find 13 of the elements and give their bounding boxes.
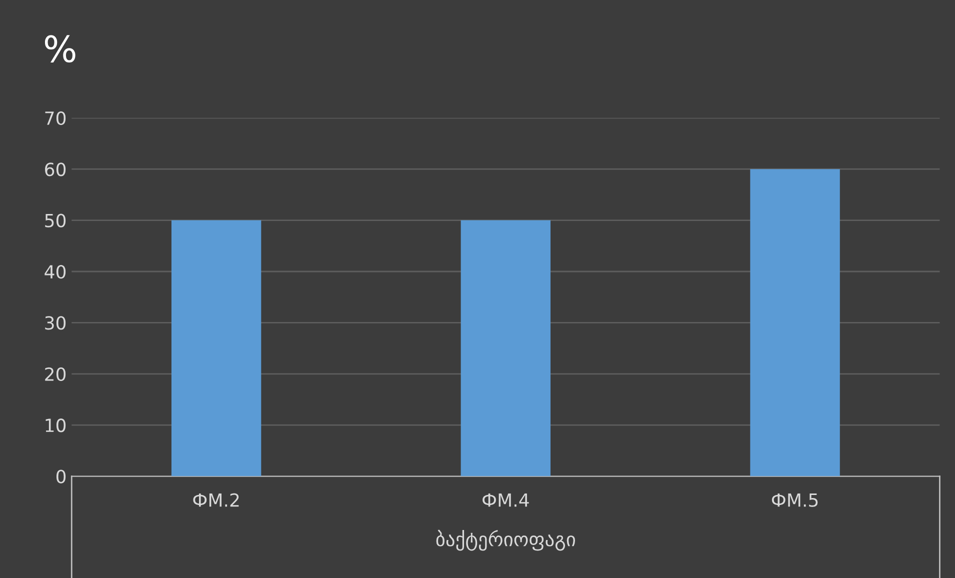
x-tick-label: ФМ.4 <box>482 493 529 507</box>
y-tick-label: 20 <box>45 367 66 381</box>
y-tick-label: 40 <box>44 264 66 279</box>
x-tick-label: ФМ.5 <box>772 493 818 507</box>
x-axis-title: ბაქტერიოფაგი <box>436 530 576 551</box>
y-tick-label: 10 <box>46 418 66 432</box>
y-tick-label: 0 <box>56 470 66 484</box>
y-tick-label: 70 <box>45 111 66 126</box>
y-tick-label: 50 <box>45 214 66 228</box>
y-tick-label: 60 <box>45 162 66 176</box>
x-tick-label: ФМ.2 <box>193 493 239 507</box>
chart-title: % <box>44 35 76 62</box>
y-tick-label: 30 <box>45 316 66 330</box>
